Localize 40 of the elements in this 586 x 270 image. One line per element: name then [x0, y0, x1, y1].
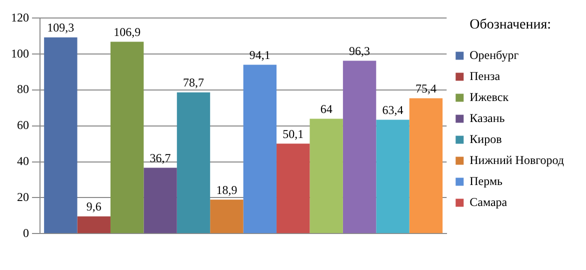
y-tick-label: 60 [17, 118, 29, 132]
bar [243, 64, 277, 234]
data-label: 75,4 [415, 81, 436, 96]
bar [310, 118, 343, 234]
data-label: 109,3 [47, 20, 74, 35]
legend-label: Киров [470, 132, 502, 146]
data-label: 64 [320, 102, 332, 116]
y-tick-label: 20 [17, 190, 29, 204]
data-label: 63,4 [382, 102, 404, 117]
bar [176, 92, 210, 234]
bar [376, 120, 410, 234]
data-label: 78,7 [183, 75, 204, 90]
bar [44, 37, 78, 234]
bar [144, 168, 177, 234]
y-tick-label: 120 [11, 10, 29, 24]
bar [110, 42, 144, 234]
legend-title: Обозначения: [470, 18, 552, 33]
data-label: 96,3 [349, 44, 370, 58]
bar [210, 200, 244, 234]
y-tick-label: 0 [23, 226, 29, 240]
data-label: 50,1 [282, 126, 304, 141]
legend-label: Самара [470, 194, 508, 209]
data-label: 36,7 [150, 150, 171, 165]
legend-label: Пенза [470, 68, 501, 83]
legend-label: Казань [470, 110, 506, 125]
legend-label: Пермь [470, 174, 504, 188]
y-tick-label: 100 [11, 46, 29, 60]
data-label: 18,9 [216, 182, 238, 197]
bar [77, 216, 110, 234]
bar [409, 98, 443, 234]
y-tick-label: 40 [17, 154, 29, 168]
bar [342, 60, 376, 234]
y-tick-label: 80 [17, 82, 29, 96]
legend-label: Ижевск [470, 90, 509, 104]
data-label: 94,1 [249, 48, 270, 62]
legend-label: Оренбург [470, 48, 519, 62]
bar [276, 144, 310, 234]
data-label: 9,6 [86, 200, 102, 214]
data-label: 106,9 [114, 24, 141, 39]
legend-label: Нижний Новгород [470, 152, 564, 167]
